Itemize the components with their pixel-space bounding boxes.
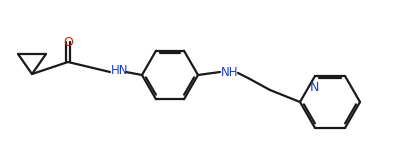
- Text: N: N: [309, 81, 319, 94]
- Text: NH: NH: [221, 66, 239, 80]
- Text: O: O: [63, 36, 73, 49]
- Text: HN: HN: [111, 64, 128, 78]
